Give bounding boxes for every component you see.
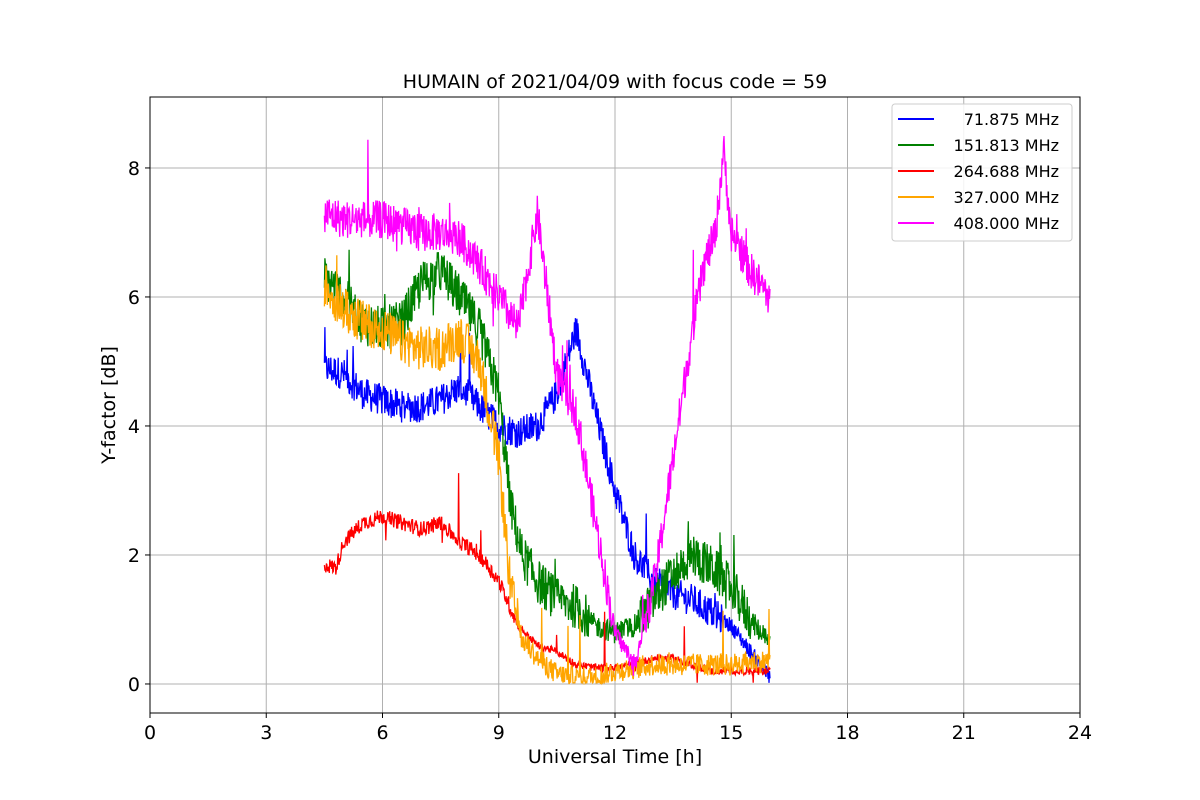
x-tick-label: 3 (260, 722, 272, 744)
y-tick-label: 2 (128, 545, 140, 567)
x-tick-label: 18 (835, 722, 859, 744)
y-tick-label: 4 (128, 416, 140, 438)
series-line-1 (323, 318, 771, 683)
legend-label: 71.875 MHz (964, 110, 1059, 129)
x-tick-label: 9 (493, 722, 505, 744)
legend-label: 408.000 MHz (954, 214, 1059, 233)
y-tick-label: 0 (128, 674, 140, 696)
y-tick-label: 6 (128, 287, 140, 309)
legend-box (891, 103, 1073, 242)
x-tick-label: 15 (719, 722, 743, 744)
chart-title: HUMAIN of 2021/04/09 with focus code = 5… (403, 71, 827, 93)
y-axis-label: Y-factor [dB] (98, 346, 120, 465)
x-axis-label: Universal Time [h] (528, 746, 702, 768)
series-layer (323, 135, 771, 686)
x-tick-label: 24 (1068, 722, 1092, 744)
y-tick-label: 8 (128, 158, 140, 180)
x-tick-label: 6 (376, 722, 388, 744)
legend-label: 327.000 MHz (954, 188, 1059, 207)
legend-label: 151.813 MHz (954, 136, 1059, 155)
x-tick-label: 21 (952, 722, 976, 744)
legend-label: 264.688 MHz (954, 162, 1059, 181)
x-tick-label: 0 (144, 722, 156, 744)
series-line-5 (323, 135, 771, 676)
legend: 71.875 MHz 151.813 MHz 264.688 MHz 327.000 … (891, 103, 1073, 242)
series-line-2 (323, 249, 771, 645)
series-line-4 (323, 255, 771, 686)
x-tick-label: 12 (603, 722, 627, 744)
